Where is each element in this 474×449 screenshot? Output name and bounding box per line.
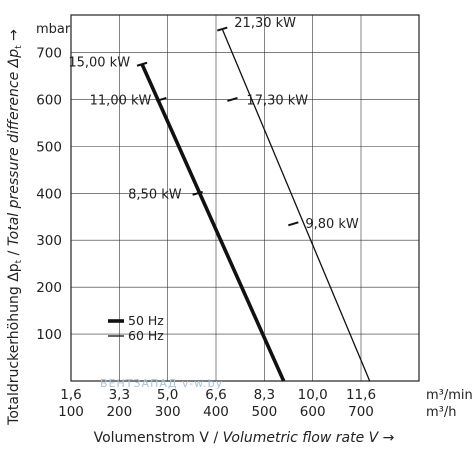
power-label: 17,30 kW [246,93,308,108]
axis-ticks: 1002003004005006007001,61003,32005,03006… [36,46,376,420]
y-tick-label: 200 [36,280,62,296]
power-label: 15,00 kW [68,55,130,70]
power-marker [216,26,228,32]
line-60hz [221,28,371,382]
x-tick-label-m3min: 10,0 [298,387,328,403]
x-tick-label-m3min: 1,6 [60,387,81,403]
series: 15,00 kW 11,00 kW 8,50 kW 21,30 kW 17,30 kW 9… [68,16,371,382]
y-tick-label: 100 [36,327,62,343]
power-marker [156,97,167,102]
x-tick-label-m3min: 5,0 [157,387,178,403]
x-axis-title: Volumenstrom V / Volumetric flow rate V … [94,430,395,446]
power-label: 11,00 kW [90,93,152,108]
y-axis-title: Totaldruckerhöhung Δpt / Total pressure … [6,29,24,426]
legend-label-50hz: 50 Hz [128,313,164,328]
watermark: ВЕНТЗАПАД v-w.by [100,377,223,390]
x-unit-top-label: m³/min [426,388,473,403]
x-tick-label-m3min: 6,6 [205,387,226,403]
power-label: 9,80 kW [305,217,359,232]
legend-label-60hz: 60 Hz [128,328,164,343]
grid [70,15,419,381]
x-tick-label-m3min: 8,3 [254,387,275,403]
power-label: 21,30 kW [234,16,296,31]
y-tick-label: 600 [36,92,62,108]
x-tick-label-m3h: 400 [203,404,229,420]
x-tick-label-m3h: 700 [348,404,374,420]
x-tick-label-m3h: 600 [300,404,326,420]
x-unit-bottom-label: m³/h [426,405,457,420]
power-marker [192,190,203,196]
x-tick-label-m3h: 100 [58,404,84,420]
y-tick-label: 400 [36,186,62,202]
y-tick-label: 700 [36,46,62,62]
line-50hz [140,63,286,382]
x-tick-label-m3h: 200 [106,404,132,420]
y-tick-label: 300 [36,233,62,249]
legend: 50 Hz 60 Hz [108,313,164,343]
power-label: 8,50 kW [128,187,182,202]
power-marker [227,97,238,102]
x-tick-label-m3min: 11,6 [346,387,376,403]
y-tick-label: 500 [36,139,62,155]
x-tick-label-m3h: 500 [251,404,277,420]
power-marker [136,61,148,67]
power-marker [288,221,299,227]
x-tick-label-m3h: 300 [155,404,181,420]
y-unit-label: mbar [36,22,71,37]
x-tick-label-m3min: 3,3 [109,387,130,403]
plot-frame [70,14,420,382]
